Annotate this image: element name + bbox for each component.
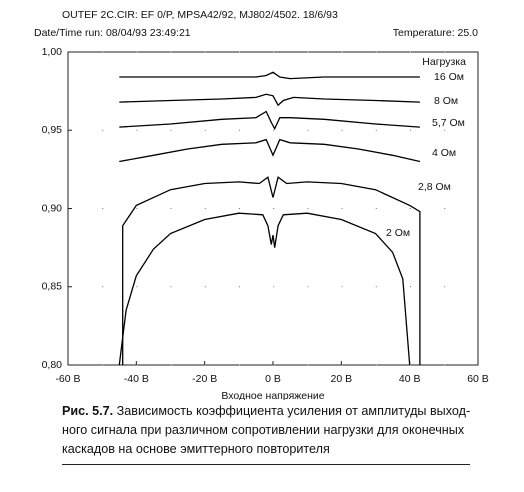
caption-line: Зависимость коэффициента усиления от амп… bbox=[116, 404, 471, 418]
x-tick-label: -20 B bbox=[192, 373, 217, 385]
caption-line: каскадов на основе эмиттерного повторите… bbox=[62, 442, 330, 456]
chart: OUTEF 2C.CIR: EF 0/P, MPSA42/92, MJ802/4… bbox=[34, 9, 489, 400]
series-line bbox=[119, 71, 420, 80]
x-tick-label: 40 B bbox=[399, 373, 421, 385]
legend-label: 16 Ом bbox=[434, 71, 464, 83]
x-tick-label: 0 B bbox=[265, 373, 281, 385]
chart-subtitle: Date/Time run: 08/04/93 23:49:21 bbox=[34, 27, 191, 39]
x-axis-label: Входное напряжение bbox=[221, 390, 324, 400]
legend-label: 2,8 Ом bbox=[418, 181, 451, 193]
y-tick-label: 0,95 bbox=[42, 124, 63, 136]
series-line bbox=[122, 176, 421, 365]
x-tick-label: 60 B bbox=[467, 373, 489, 385]
legend-label: 5,7 Ом bbox=[432, 117, 465, 129]
x-tick-label: 20 B bbox=[331, 373, 353, 385]
legend-label: 2 Ом bbox=[386, 227, 410, 239]
series-line bbox=[118, 212, 411, 366]
caption-label: Рис. 5.7. bbox=[62, 404, 114, 418]
annotation: Temperature: 25.0 bbox=[393, 27, 478, 39]
plot-frame bbox=[67, 51, 479, 366]
caption-line: ного сигнала при различном сопротивлении… bbox=[62, 423, 465, 437]
legend-label: 8 Ом bbox=[434, 95, 458, 107]
x-tick-label: -60 B bbox=[55, 373, 80, 385]
series-line bbox=[119, 110, 420, 131]
y-tick-label: 0,90 bbox=[42, 202, 63, 214]
series-line bbox=[119, 138, 421, 163]
series-line bbox=[119, 93, 420, 107]
legend-title: Нагрузка bbox=[422, 56, 466, 68]
y-tick-label: 0,80 bbox=[42, 359, 63, 371]
y-tick-label: 0,85 bbox=[42, 281, 63, 293]
x-tick-label: -40 B bbox=[124, 373, 149, 385]
legend-label: 4 Ом bbox=[432, 147, 456, 159]
chart-title: OUTEF 2C.CIR: EF 0/P, MPSA42/92, MJ802/4… bbox=[62, 9, 338, 21]
y-tick-label: 1,00 bbox=[42, 46, 63, 58]
caption-rule bbox=[62, 464, 470, 465]
caption: Рис. 5.7. Зависимость коэффициента усиле… bbox=[62, 402, 472, 459]
